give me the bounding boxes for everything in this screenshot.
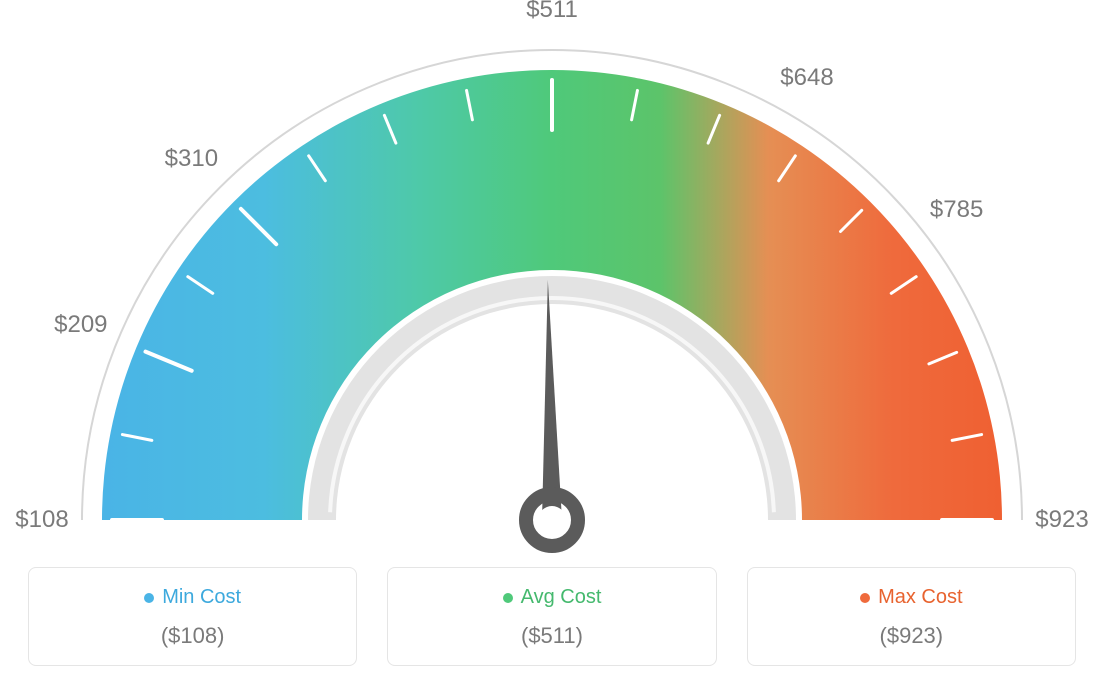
gauge-tick-label: $108 (15, 506, 68, 534)
gauge-tick-label: $923 (1035, 506, 1088, 534)
legend-avg-label: Avg Cost (521, 586, 602, 609)
legend-min-cost: Min Cost ($108) (28, 567, 357, 666)
gauge-chart: $108 $209 $310 $511 $648 $785 $923 (0, 0, 1104, 560)
legend-row: Min Cost ($108) Avg Cost ($511) Max Cost… (0, 567, 1104, 666)
dot-icon (860, 593, 870, 603)
gauge-tick-label: $511 (526, 0, 578, 24)
gauge-tick-label: $310 (165, 145, 218, 173)
legend-max-title: Max Cost (860, 586, 962, 609)
gauge-tick-label: $209 (54, 311, 107, 339)
legend-min-title: Min Cost (144, 586, 241, 609)
legend-min-value: ($108) (39, 623, 346, 649)
cost-gauge-widget: $108 $209 $310 $511 $648 $785 $923 Min Cost ($… (0, 0, 1104, 690)
gauge-svg (0, 0, 1104, 560)
legend-max-value: ($923) (758, 623, 1065, 649)
legend-max-label: Max Cost (878, 586, 962, 609)
legend-max-cost: Max Cost ($923) (747, 567, 1076, 666)
legend-avg-cost: Avg Cost ($511) (387, 567, 716, 666)
legend-avg-title: Avg Cost (503, 586, 602, 609)
dot-icon (503, 593, 513, 603)
gauge-tick-label: $785 (930, 196, 983, 224)
gauge-tick-label: $648 (780, 64, 833, 92)
dot-icon (144, 593, 154, 603)
legend-min-label: Min Cost (162, 586, 241, 609)
legend-avg-value: ($511) (398, 623, 705, 649)
